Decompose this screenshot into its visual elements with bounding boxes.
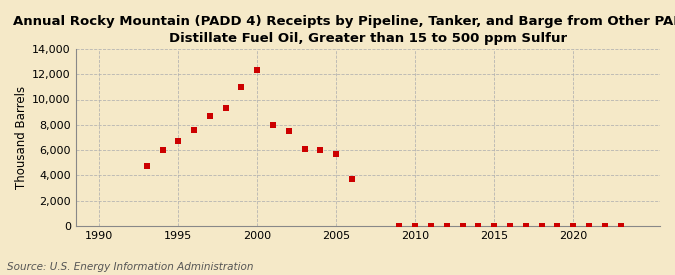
Y-axis label: Thousand Barrels: Thousand Barrels	[15, 86, 28, 189]
Point	[615, 224, 626, 228]
Point	[315, 148, 326, 152]
Point	[473, 224, 484, 228]
Point	[157, 148, 168, 152]
Point	[331, 152, 342, 156]
Point	[205, 114, 215, 118]
Text: Source: U.S. Energy Information Administration: Source: U.S. Energy Information Administ…	[7, 262, 253, 272]
Point	[173, 139, 184, 143]
Point	[568, 224, 578, 228]
Point	[489, 224, 500, 228]
Point	[189, 128, 200, 132]
Point	[236, 85, 247, 89]
Point	[394, 224, 405, 228]
Point	[299, 147, 310, 151]
Point	[426, 224, 437, 228]
Point	[220, 106, 231, 111]
Point	[599, 224, 610, 228]
Point	[520, 224, 531, 228]
Point	[252, 68, 263, 73]
Title: Annual Rocky Mountain (PADD 4) Receipts by Pipeline, Tanker, and Barge from Othe: Annual Rocky Mountain (PADD 4) Receipts …	[13, 15, 675, 45]
Point	[284, 129, 294, 133]
Point	[141, 164, 152, 169]
Point	[268, 123, 279, 127]
Point	[347, 177, 358, 181]
Point	[583, 224, 594, 228]
Point	[410, 224, 421, 228]
Point	[552, 224, 563, 228]
Point	[457, 224, 468, 228]
Point	[505, 224, 516, 228]
Point	[536, 224, 547, 228]
Point	[441, 224, 452, 228]
